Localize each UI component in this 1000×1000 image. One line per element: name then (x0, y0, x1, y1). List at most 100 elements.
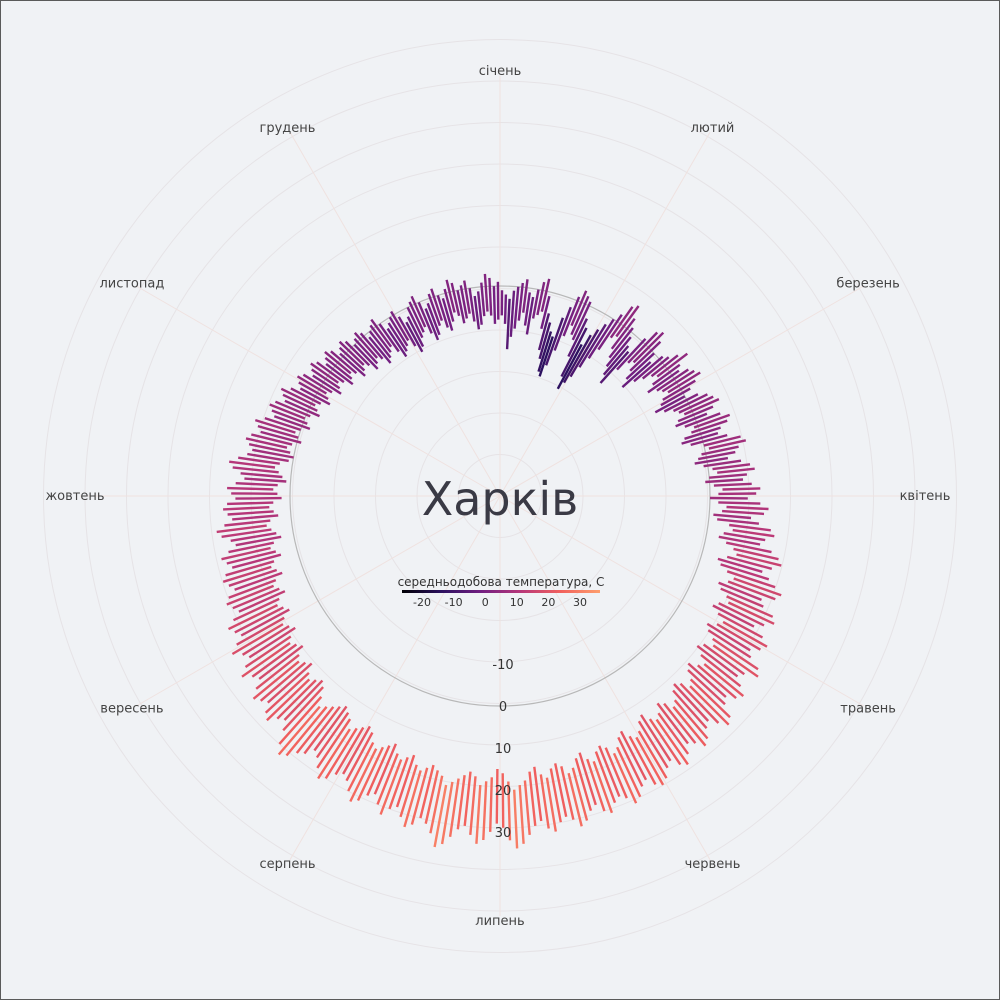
day-bar (241, 625, 290, 656)
day-bar (238, 456, 280, 465)
day-bar (317, 728, 351, 780)
day-bar (616, 337, 647, 371)
day-bar (260, 430, 302, 444)
day-bar (448, 778, 460, 837)
day-bar (226, 550, 277, 565)
legend-ticks: -20 -10 0 10 20 30 (413, 596, 587, 609)
day-bar (604, 747, 628, 799)
day-bar (587, 318, 615, 359)
radial-tick-label: 30 (495, 826, 512, 841)
day-bar (703, 459, 742, 468)
day-bar (691, 419, 728, 434)
day-bar (473, 295, 481, 330)
day-bar (368, 336, 392, 364)
day-bar (533, 766, 543, 822)
day-bar (663, 702, 697, 744)
day-bar (311, 368, 341, 390)
day-bar (221, 546, 271, 561)
day-bar (436, 295, 449, 328)
day-bar (718, 535, 761, 546)
grid-circle (43, 39, 957, 953)
day-bar (712, 463, 751, 471)
day-bar (410, 295, 427, 328)
day-bar (495, 768, 499, 824)
day-bar (277, 705, 321, 756)
day-bar (673, 683, 710, 722)
day-bar (225, 560, 275, 577)
day-bar (324, 727, 358, 780)
day-bar (647, 369, 680, 394)
month-label: жовтень (45, 489, 104, 504)
day-bar (228, 541, 275, 554)
day-bar (712, 604, 755, 628)
day-bar (282, 686, 324, 732)
day-bar (424, 308, 440, 341)
day-bar (602, 345, 630, 376)
day-bar (273, 415, 311, 431)
day-bar (523, 780, 531, 836)
day-bar (252, 448, 294, 459)
day-bar (513, 286, 520, 329)
day-bar (723, 532, 766, 542)
day-bar (718, 501, 761, 505)
day-bar (718, 602, 765, 627)
day-bar (338, 346, 366, 372)
day-bar (274, 400, 311, 418)
day-bar (390, 310, 410, 342)
day-bar (403, 770, 422, 828)
day-bar (722, 487, 761, 491)
day-bar (315, 712, 350, 759)
day-bar (228, 578, 277, 599)
day-bar (639, 714, 672, 762)
day-bar (683, 398, 720, 416)
day-bar (570, 295, 590, 336)
day-bar (283, 679, 324, 721)
day-bar (316, 361, 345, 384)
day-bar (227, 604, 279, 631)
day-bar (345, 732, 374, 782)
day-bar (386, 327, 408, 358)
day-bar (509, 290, 516, 337)
day-bar (501, 773, 505, 828)
month-label: вересень (100, 702, 163, 717)
day-bar (475, 785, 482, 844)
day-bar (353, 332, 378, 359)
day-bar (554, 763, 568, 818)
day-bar (227, 510, 274, 516)
day-bar (463, 280, 471, 314)
day-bar (725, 541, 772, 554)
day-bar (641, 356, 670, 380)
day-bar (599, 350, 630, 384)
day-bar (633, 355, 664, 383)
day-bar (621, 361, 652, 388)
day-bar (578, 323, 607, 368)
day-bar (673, 699, 709, 740)
day-bar (655, 718, 689, 766)
day-bar (571, 301, 592, 341)
day-bar (342, 725, 371, 775)
day-bar (247, 452, 289, 463)
day-bar (408, 301, 425, 333)
day-bar (232, 514, 279, 521)
day-bar (713, 513, 752, 520)
day-bar (716, 623, 762, 651)
day-bar (693, 413, 731, 429)
day-bar (267, 662, 313, 704)
legend-tick-label: 20 (541, 596, 555, 609)
day-bar (338, 340, 365, 366)
day-bar (482, 781, 488, 841)
day-bar (718, 581, 762, 602)
legend-tick-label: 30 (573, 596, 587, 609)
day-bar (419, 764, 435, 819)
day-bar (610, 317, 636, 350)
day-bar (687, 662, 727, 698)
month-label: березень (836, 277, 899, 292)
day-bar (266, 678, 311, 722)
day-bar (264, 416, 302, 432)
day-bar (232, 597, 280, 622)
day-bar (538, 322, 552, 360)
day-bar (468, 288, 476, 322)
day-bar (717, 467, 755, 474)
day-bar (684, 412, 721, 428)
day-bar (545, 777, 557, 832)
